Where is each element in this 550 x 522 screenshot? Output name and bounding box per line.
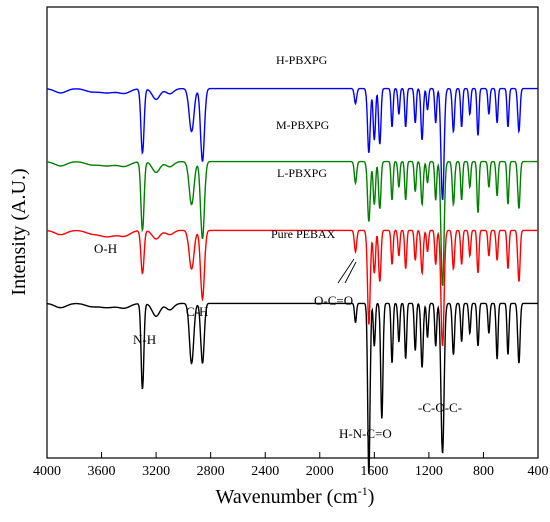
x-axis-ticks: 4000 3600 3200 2800 2400 2000 1600 1200 800 400: [33, 452, 549, 479]
spectra-curves: [46, 87, 538, 475]
x-tick-label: 3600: [88, 464, 116, 479]
x-axis-title: Wavenumber (cm-1): [216, 484, 375, 508]
annotation-arrow: [337, 258, 357, 284]
series-label-l-pbxpg: L-PBXPG: [277, 166, 327, 180]
series-line-l-pbxpg: [46, 229, 538, 347]
x-axis-title-sup: -1: [358, 484, 368, 498]
plot-frame: [46, 6, 539, 459]
x-axis-title-tail: ): [368, 486, 375, 508]
x-tick-label: 2800: [197, 464, 225, 479]
series-line-h-pbxpg: [47, 87, 538, 201]
x-tick-label: 2400: [251, 464, 279, 479]
annotation-h-n-c-o: H-N-C=O: [339, 426, 392, 441]
series-line-pure-pebax: [46, 302, 538, 475]
series-label-pure-pebax: Pure PEBAX: [271, 227, 336, 241]
annotation-c-o-c: -C-O-C-: [418, 400, 462, 415]
annotation-o-c-o: O-C=O: [314, 293, 353, 308]
x-tick-label: 4000: [33, 464, 61, 479]
annotation-o-h: O-H: [94, 241, 117, 256]
x-tick-label: 2000: [306, 464, 334, 479]
series-label-m-pbxpg: M-PBXPG: [276, 118, 330, 132]
series-label-h-pbxpg: H-PBXPG: [276, 53, 328, 67]
x-tick-label: 800: [473, 464, 494, 479]
x-tick-label: 1600: [360, 464, 388, 479]
x-tick-label: 1200: [415, 464, 443, 479]
x-tick-label: 3200: [142, 464, 170, 479]
y-axis-title: Intensity (A.U.): [8, 168, 30, 295]
annotation-c-h: C-H: [186, 304, 208, 319]
annotation-n-h: N-H: [133, 332, 156, 347]
x-tick-label: 400: [528, 464, 549, 479]
x-axis-title-main: Wavenumber (cm: [216, 486, 359, 508]
series-line-m-pbxpg: [47, 160, 538, 286]
